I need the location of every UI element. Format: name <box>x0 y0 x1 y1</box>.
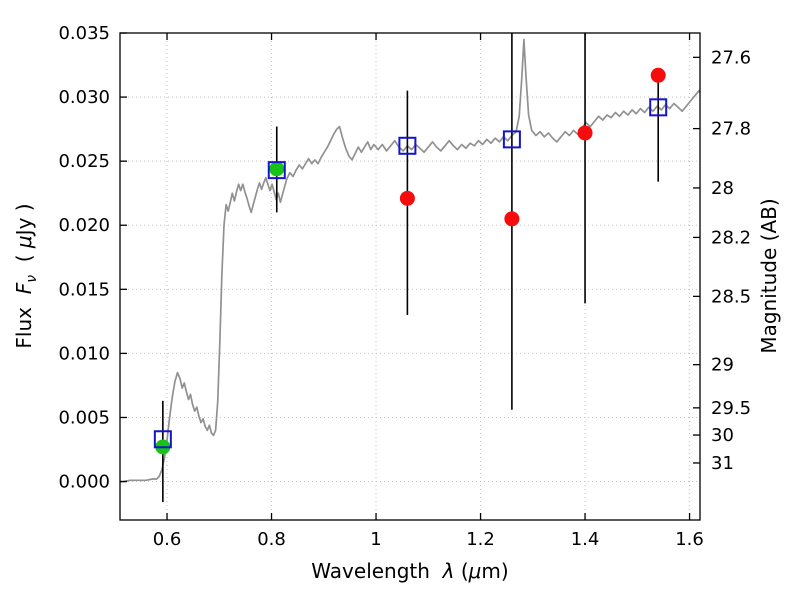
mu-symbol: μ <box>12 235 36 249</box>
x-axis-unit-open: ( <box>454 559 469 583</box>
y-tick-label-left: 0.035 <box>58 23 110 44</box>
mu-symbol: μ <box>468 559 482 583</box>
y-tick-label-left: 0.005 <box>58 407 110 428</box>
lambda-symbol: λ <box>442 559 455 583</box>
flux-symbol: F <box>12 282 36 295</box>
x-tick-label: 1.2 <box>466 529 495 550</box>
y-tick-label-left: 0.020 <box>58 215 110 236</box>
model-point-square <box>398 136 417 155</box>
y-axis-label-right: Magnitude (AB) <box>757 198 781 353</box>
observed-point-red <box>577 125 593 141</box>
y-axis-label-text: Flux <box>12 294 36 349</box>
y-tick-label-left: 0.015 <box>58 279 110 300</box>
y-tick-label-left: 0.010 <box>58 343 110 364</box>
x-tick-label: 1 <box>370 529 381 550</box>
x-tick-label: 0.8 <box>257 529 286 550</box>
observed-point-red <box>399 190 415 206</box>
y-tick-label-left: 0.025 <box>58 151 110 172</box>
y-axis-right-label-text: Magnitude (AB) <box>757 198 781 354</box>
y-tick-label-right: 29 <box>711 355 734 376</box>
y-axis-label-left: Flux Fν ( μJy ) <box>12 203 40 348</box>
nu-subscript: ν <box>24 274 40 283</box>
y-tick-label-right: 31 <box>711 453 734 474</box>
model-point-square <box>649 98 668 117</box>
y-tick-label-right: 30 <box>711 425 734 446</box>
spectrum-line <box>120 38 700 483</box>
model-point-square <box>153 430 172 449</box>
y-tick-label-right: 28.5 <box>711 286 751 307</box>
y-axis-unit-open: ( <box>12 248 36 275</box>
x-tick-label: 1.4 <box>571 529 600 550</box>
y-tick-label-right: 27.6 <box>711 47 751 68</box>
x-tick-label: 0.6 <box>153 529 182 550</box>
observed-point-red <box>504 211 520 227</box>
x-axis-unit-close: m) <box>481 559 509 583</box>
observed-point-red <box>650 67 666 83</box>
y-tick-label-right: 29.5 <box>711 398 751 419</box>
x-axis-label-text: Wavelength <box>311 559 443 583</box>
y-tick-label-right: 28 <box>711 178 734 199</box>
x-tick-label: 1.6 <box>675 529 704 550</box>
observed-point-green <box>269 161 285 177</box>
model-point-square <box>267 161 286 180</box>
y-tick-label-right: 27.8 <box>711 119 751 140</box>
model-point-square <box>502 130 521 149</box>
x-axis-label: Wavelength λ (μm) <box>311 559 508 583</box>
y-axis-unit-close: Jy ) <box>12 203 36 236</box>
plot-frame <box>119 32 701 521</box>
y-tick-label-left: 0.000 <box>58 472 110 493</box>
y-tick-label-left: 0.030 <box>58 87 110 108</box>
y-tick-label-right: 28.2 <box>711 227 751 248</box>
